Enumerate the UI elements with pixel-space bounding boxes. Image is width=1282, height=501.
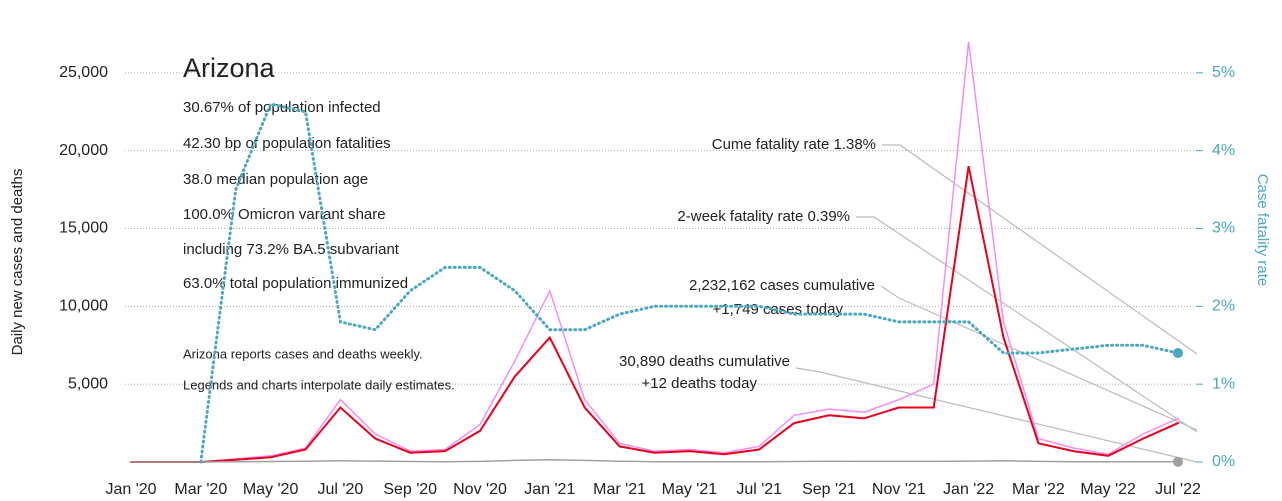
x-tick-label: May '22	[1080, 481, 1136, 498]
end-dot	[1173, 348, 1183, 359]
annotation: 2-week fatality rate 0.39%	[677, 208, 850, 225]
y-tick-label: 10,000	[59, 298, 108, 315]
annotation: +1,749 cases today	[712, 301, 843, 318]
annotation: 30,890 deaths cumulative	[619, 353, 790, 370]
y-tick-label: 5,000	[68, 375, 108, 392]
y-axis-label: Daily new cases and deaths	[9, 169, 26, 356]
y2-tick-label: 2%	[1212, 298, 1235, 315]
info-line: 100.0% Omicron variant share	[183, 206, 386, 223]
y-tick-label: 15,000	[59, 220, 108, 237]
y2-tick-label: 4%	[1212, 142, 1235, 159]
series-line	[130, 166, 1179, 463]
leader-line	[882, 144, 1198, 355]
series-line	[199, 102, 1180, 464]
info-line: including 73.2% BA.5 subvariant	[183, 241, 400, 258]
leader-line	[795, 367, 1198, 463]
x-tick-label: Mar '22	[1012, 481, 1065, 498]
note: Legends and charts interpolate daily est…	[183, 377, 455, 392]
annotation: +12 deaths today	[641, 375, 757, 392]
x-tick-label: Nov '21	[872, 481, 926, 498]
x-tick-label: May '20	[243, 481, 299, 498]
x-tick-label: Jul '22	[1155, 481, 1201, 498]
y2-tick-label: 0%	[1212, 453, 1235, 470]
annotation: 2,232,162 cases cumulative	[689, 277, 875, 294]
y2-tick-label: 3%	[1212, 220, 1235, 237]
x-tick-label: Sep '21	[802, 481, 856, 498]
chart-title: Arizona	[183, 53, 276, 83]
leader-line	[856, 216, 1198, 433]
annotation: Cume fatality rate 1.38%	[712, 136, 876, 153]
x-tick-label: May '21	[662, 481, 718, 498]
info-line: 42.30 bp of population fatalities	[183, 135, 391, 152]
y-tick-label: 20,000	[59, 142, 108, 159]
y2-tick-label: 5%	[1212, 64, 1235, 81]
x-tick-label: Mar '21	[593, 481, 646, 498]
x-tick-label: Mar '20	[174, 481, 227, 498]
end-dot	[1173, 456, 1183, 467]
x-tick-label: Jul '20	[318, 481, 364, 498]
y2-axis-label: Case fatality rate	[1254, 174, 1271, 287]
series-line	[130, 458, 1179, 463]
info-line: 30.67% of population infected	[183, 99, 381, 116]
y2-tick-label: 1%	[1212, 375, 1235, 392]
x-tick-label: Jan '20	[105, 481, 156, 498]
x-tick-label: Nov '20	[453, 481, 507, 498]
y-tick-label: 25,000	[59, 64, 108, 81]
x-tick-label: Sep '20	[383, 481, 437, 498]
leader-line	[880, 285, 1198, 431]
note: Arizona reports cases and deaths weekly.	[183, 346, 423, 361]
info-line: 63.0% total population immunized	[183, 275, 408, 292]
info-line: 38.0 median population age	[183, 171, 368, 188]
x-tick-label: Jan '22	[943, 481, 994, 498]
x-tick-label: Jul '21	[736, 481, 782, 498]
x-tick-label: Jan '21	[524, 481, 575, 498]
